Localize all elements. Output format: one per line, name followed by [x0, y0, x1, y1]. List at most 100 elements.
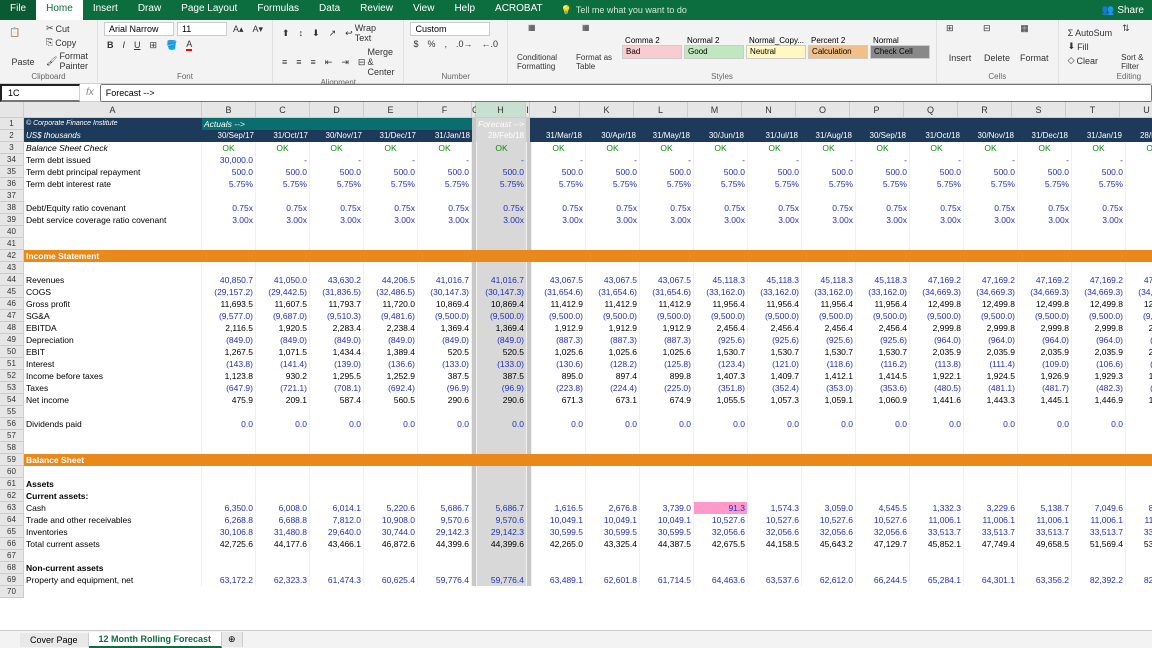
- cell[interactable]: 2,999.8: [1018, 322, 1072, 334]
- cell[interactable]: 33,513.7: [910, 526, 964, 538]
- cell[interactable]: [532, 466, 586, 478]
- cell[interactable]: [586, 226, 640, 238]
- clear-button[interactable]: ◇ Clear: [1065, 54, 1116, 67]
- cell[interactable]: (31,654.6): [640, 286, 694, 298]
- row-header[interactable]: 37: [0, 190, 24, 202]
- cell[interactable]: -: [1072, 154, 1126, 166]
- cell[interactable]: 7,812.0: [310, 514, 364, 526]
- cell[interactable]: 0.75x: [1126, 202, 1152, 214]
- cell[interactable]: [1072, 478, 1126, 490]
- row-header[interactable]: 41: [0, 238, 24, 250]
- cell[interactable]: [1126, 442, 1152, 454]
- cell[interactable]: [1072, 466, 1126, 478]
- cell[interactable]: Net income: [24, 394, 202, 406]
- cell[interactable]: [640, 406, 694, 418]
- cell[interactable]: 1,407.3: [694, 370, 748, 382]
- cell[interactable]: (29,442.5): [256, 286, 310, 298]
- cell[interactable]: 5.75%: [856, 178, 910, 190]
- cell[interactable]: (849.0): [477, 334, 527, 346]
- cell[interactable]: [418, 562, 472, 574]
- cell[interactable]: (849.0): [364, 334, 418, 346]
- cell[interactable]: Taxes: [24, 382, 202, 394]
- cell[interactable]: 0.0: [418, 418, 472, 430]
- col-header[interactable]: O: [796, 102, 850, 118]
- cell[interactable]: [202, 562, 256, 574]
- cell[interactable]: 10,869.4: [418, 298, 472, 310]
- cell[interactable]: Income before taxes: [24, 370, 202, 382]
- cell[interactable]: 1,929.3: [1072, 370, 1126, 382]
- cell[interactable]: 5.75%: [748, 178, 802, 190]
- row-header[interactable]: 2: [0, 130, 24, 142]
- cell[interactable]: (9,500.0): [694, 310, 748, 322]
- cell[interactable]: 62,601.8: [586, 574, 640, 586]
- cell[interactable]: [1018, 478, 1072, 490]
- cell[interactable]: 0.75x: [586, 202, 640, 214]
- italic-button[interactable]: I: [119, 39, 128, 51]
- row-header[interactable]: 44: [0, 274, 24, 286]
- cell[interactable]: [748, 490, 802, 502]
- cell[interactable]: 62,323.3: [256, 574, 310, 586]
- cell[interactable]: 0.0: [202, 418, 256, 430]
- cell[interactable]: (106.6): [1072, 358, 1126, 370]
- row-header[interactable]: 49: [0, 334, 24, 346]
- cell[interactable]: 290.6: [418, 394, 472, 406]
- cell[interactable]: 10,869.4: [477, 298, 527, 310]
- cell[interactable]: (887.3): [640, 334, 694, 346]
- fill-color-button[interactable]: 🪣: [163, 39, 180, 52]
- cell[interactable]: (225.0): [640, 382, 694, 394]
- cell[interactable]: 2,999.8: [1126, 322, 1152, 334]
- cell[interactable]: -: [477, 154, 527, 166]
- border-button[interactable]: ⊞: [146, 39, 160, 52]
- cell[interactable]: OK: [586, 142, 640, 154]
- cell[interactable]: (96.9): [477, 382, 527, 394]
- cell[interactable]: [364, 430, 418, 442]
- cell[interactable]: 10,049.1: [532, 514, 586, 526]
- cell[interactable]: 1,409.7: [748, 370, 802, 382]
- cell[interactable]: [477, 490, 527, 502]
- cell[interactable]: [1072, 406, 1126, 418]
- row-header[interactable]: 60: [0, 466, 24, 478]
- cell[interactable]: (849.0): [202, 334, 256, 346]
- row-header[interactable]: 42: [0, 250, 24, 262]
- cell[interactable]: [364, 406, 418, 418]
- cell[interactable]: 33,513.7: [1072, 526, 1126, 538]
- cell[interactable]: 91.3: [694, 502, 748, 514]
- cell[interactable]: [1126, 562, 1152, 574]
- cell[interactable]: [418, 442, 472, 454]
- cell[interactable]: 5.75%: [1072, 178, 1126, 190]
- cell[interactable]: 63,356.2: [1018, 574, 1072, 586]
- cell[interactable]: (721.1): [256, 382, 310, 394]
- cell[interactable]: 5.75%: [910, 178, 964, 190]
- cell[interactable]: 59,776.4: [477, 574, 527, 586]
- cell[interactable]: [256, 226, 310, 238]
- cell[interactable]: OK: [1018, 142, 1072, 154]
- col-header[interactable]: K: [580, 102, 634, 118]
- menu-review[interactable]: Review: [350, 0, 403, 20]
- col-header[interactable]: U: [1120, 102, 1152, 118]
- autosum-button[interactable]: Σ AutoSum: [1065, 27, 1116, 39]
- cell[interactable]: [694, 238, 748, 250]
- cell[interactable]: 44,177.6: [256, 538, 310, 550]
- styles-gallery[interactable]: Comma 2Normal 2Normal_Copy...Percent 2No…: [622, 36, 930, 59]
- cell[interactable]: [418, 238, 472, 250]
- cell[interactable]: 5.75%: [532, 178, 586, 190]
- cell[interactable]: 500.0: [364, 166, 418, 178]
- cell[interactable]: 0.0: [640, 418, 694, 430]
- cell[interactable]: [202, 238, 256, 250]
- cell[interactable]: 387.5: [477, 370, 527, 382]
- row-header[interactable]: 46: [0, 298, 24, 310]
- cell[interactable]: [856, 550, 910, 562]
- cell[interactable]: [418, 430, 472, 442]
- cell[interactable]: (29,157.2): [202, 286, 256, 298]
- cell[interactable]: [694, 190, 748, 202]
- cell[interactable]: 31/Dec/17: [364, 130, 418, 142]
- cell[interactable]: [532, 562, 586, 574]
- cell[interactable]: 5.75%: [1018, 178, 1072, 190]
- cell[interactable]: 64,301.1: [964, 574, 1018, 586]
- decrease-decimal-button[interactable]: ←.0: [479, 38, 502, 50]
- cell[interactable]: [364, 490, 418, 502]
- cell[interactable]: 12,499.8: [1018, 298, 1072, 310]
- row-header[interactable]: 38: [0, 202, 24, 214]
- cell[interactable]: [24, 262, 202, 274]
- cell[interactable]: [910, 562, 964, 574]
